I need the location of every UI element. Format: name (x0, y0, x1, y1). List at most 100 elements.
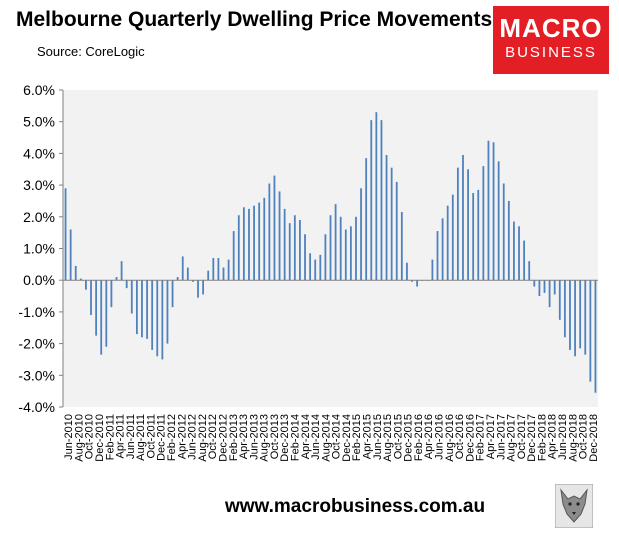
bar (273, 175, 276, 281)
x-tick-label: Jun-2014 (310, 414, 322, 460)
bar (395, 181, 398, 281)
x-tick-label: Dec-2013 (279, 414, 291, 462)
bar (166, 280, 169, 344)
x-tick-label: Dec-2018 (588, 414, 600, 462)
wolf-icon (555, 484, 593, 528)
bar (207, 270, 210, 281)
bar (543, 280, 546, 293)
bar (278, 191, 281, 281)
bar (222, 267, 225, 281)
bar (385, 154, 388, 281)
x-tick-label: Oct-2011 (145, 414, 157, 458)
x-tick-label: Jun-2018 (557, 414, 569, 460)
x-tick-label: Apr-2016 (423, 414, 435, 459)
y-tick-label: -1.0% (18, 304, 55, 320)
bar (110, 280, 113, 308)
bar (248, 208, 250, 281)
bar (334, 204, 337, 281)
bar (268, 183, 271, 281)
x-tick-label: Aug-2014 (320, 414, 332, 462)
y-tick-label: -3.0% (18, 367, 55, 383)
bar (411, 280, 413, 282)
bar (186, 267, 189, 281)
bar (130, 280, 133, 314)
x-tick-label: Dec-2016 (464, 414, 476, 462)
x-tick-label: Feb-2016 (413, 414, 425, 461)
bar (74, 265, 77, 281)
x-tick-label: Oct-2013 (269, 414, 281, 459)
bar (283, 208, 286, 281)
bar (95, 280, 98, 336)
bar (406, 262, 408, 281)
chart-title: Melbourne Quarterly Dwelling Price Movem… (16, 8, 493, 31)
bar (324, 234, 327, 281)
bar (507, 200, 510, 281)
bar (176, 277, 179, 281)
x-tick-label: Apr-2012 (176, 414, 188, 459)
bar (589, 280, 592, 382)
x-tick-label: Oct-2014 (331, 414, 343, 459)
bar (146, 280, 148, 339)
y-tick-label: 5.0% (23, 114, 55, 130)
bar (217, 258, 220, 281)
x-tick-label: Dec-2011 (156, 414, 168, 461)
x-tick-label: Jun-2015 (372, 414, 384, 460)
x-tick-label: Oct-2017 (516, 414, 528, 459)
x-tick-label: Feb-2015 (351, 414, 363, 461)
y-tick-label: 0.0% (23, 272, 55, 288)
x-tick-label: Aug-2016 (444, 414, 456, 462)
bar (416, 280, 419, 287)
x-tick-label: Dec-2017 (526, 414, 538, 462)
bar (446, 205, 449, 281)
x-tick-label: Feb-2012 (166, 414, 178, 461)
y-tick-label: 4.0% (23, 145, 55, 161)
bar (594, 280, 597, 393)
bar (502, 183, 505, 281)
bar (299, 219, 301, 281)
bar (314, 259, 317, 281)
bar (192, 280, 194, 282)
bar (304, 234, 306, 281)
bar (151, 280, 154, 350)
y-tick-label: 6.0% (23, 82, 55, 98)
bar (528, 261, 531, 281)
y-tick-label: -4.0% (18, 399, 55, 415)
bar (563, 280, 566, 338)
bar (558, 280, 561, 320)
bar (584, 280, 587, 355)
bar (125, 280, 128, 289)
bar (467, 169, 469, 281)
macrobusiness-logo: MACRO BUSINESS (493, 6, 609, 74)
x-tick-label: Oct-2015 (392, 414, 404, 459)
bar (360, 188, 362, 281)
bar (232, 231, 235, 281)
bar (462, 154, 464, 281)
bar (319, 254, 322, 281)
bar (141, 280, 143, 338)
x-tick-label: Aug-2018 (567, 414, 579, 462)
x-tick-label: Aug-2017 (506, 414, 518, 462)
bar (120, 261, 123, 281)
bar (365, 158, 368, 281)
bar (456, 167, 459, 281)
x-tick-label: Oct-2016 (454, 414, 466, 459)
bar (212, 258, 215, 281)
x-tick-label: Feb-2014 (289, 414, 301, 461)
x-tick-label: Oct-2010 (84, 414, 96, 459)
bar (115, 277, 118, 281)
x-tick-label: Aug-2015 (382, 414, 394, 462)
bar (64, 188, 67, 281)
bar (329, 215, 332, 281)
bar (135, 280, 138, 335)
x-tick-label: Dec-2015 (403, 414, 415, 462)
y-tick-label: 1.0% (23, 241, 55, 257)
logo-line-1: MACRO (499, 13, 603, 43)
bar (344, 229, 347, 281)
bar (451, 194, 454, 281)
bar (171, 280, 174, 308)
x-tick-label: Oct-2018 (578, 414, 590, 459)
x-tick-label: Apr-2017 (485, 414, 497, 459)
x-tick-label: Apr-2014 (300, 414, 312, 459)
x-tick-label: Jun-2017 (495, 414, 507, 460)
bar (518, 226, 520, 281)
